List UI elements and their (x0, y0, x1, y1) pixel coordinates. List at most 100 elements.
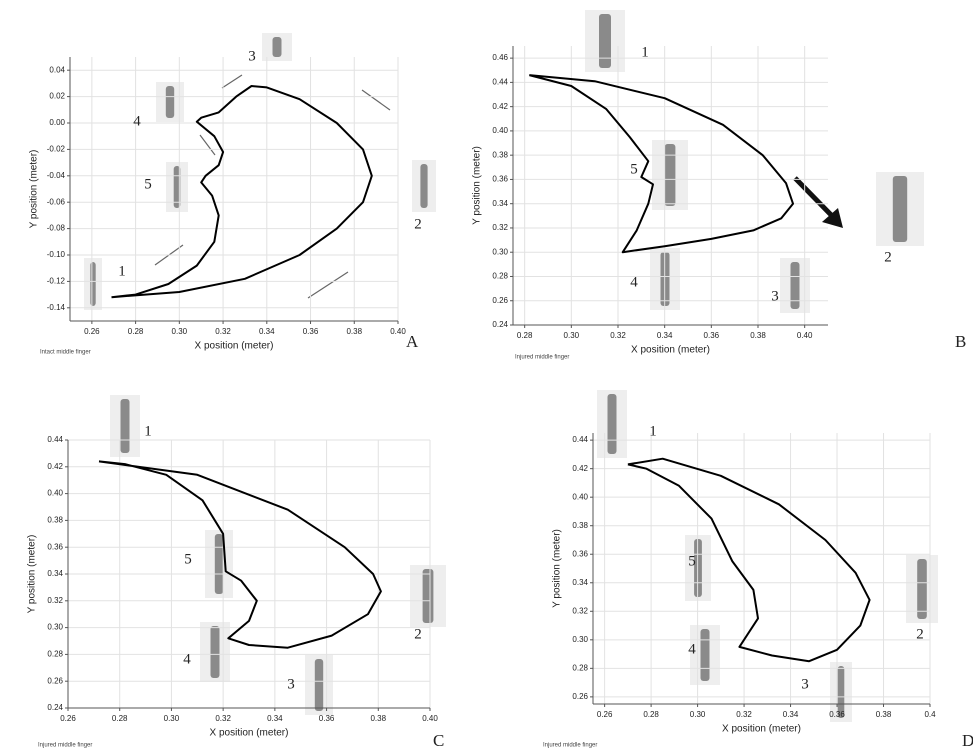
y-tick-label: -0.12 (47, 277, 66, 286)
x-tick-label: 0.34 (783, 710, 799, 719)
x-axis-label: X position (meter) (210, 728, 289, 739)
position-label: 4 (183, 651, 191, 667)
y-tick-label: 0.44 (572, 435, 588, 444)
y-tick-label: 0.28 (47, 650, 63, 659)
finger-shape (700, 629, 710, 681)
position-label: 1 (649, 423, 657, 439)
x-tick-label: 0.30 (690, 710, 706, 719)
arrow (199, 134, 216, 156)
y-tick-label: 0.36 (572, 549, 588, 558)
y-tick-label: 0.40 (572, 492, 588, 501)
position-label: 4 (688, 641, 696, 657)
y-tick-label: 0.04 (49, 65, 65, 74)
x-axis-label: X position (meter) (722, 724, 801, 735)
y-axis-label: Y position (meter) (27, 535, 38, 614)
position-label: 1 (144, 423, 152, 439)
x-axis-label: X position (meter) (195, 341, 274, 352)
y-axis-label: Y position (meter) (552, 529, 563, 608)
y-tick-label: 0.30 (492, 247, 508, 256)
x-tick-label: 0.28 (517, 331, 533, 340)
position-label: 2 (414, 626, 422, 642)
y-tick-label: 0.44 (47, 435, 63, 444)
finger-shape (90, 262, 96, 306)
panel-letter: A (406, 332, 419, 351)
finger-shape (892, 176, 908, 242)
y-tick-label: 0.40 (492, 126, 508, 135)
x-tick-label: 0.36 (319, 714, 335, 723)
x-tick-label: 0.32 (215, 327, 231, 336)
footnote: Injured middle finger (543, 743, 597, 749)
y-tick-label: 0.36 (492, 175, 508, 184)
y-tick-label: 0.34 (492, 199, 508, 208)
x-tick-label: 0.38 (750, 331, 766, 340)
finger-shape (214, 534, 224, 594)
arrow-head (822, 208, 843, 228)
x-tick-label: 0.38 (876, 710, 892, 719)
trajectory (111, 85, 373, 299)
y-tick-label: 0.46 (492, 53, 508, 62)
y-tick-label: 0.32 (572, 606, 588, 615)
y-tick-label: 0.24 (492, 320, 508, 329)
x-tick-label: 0.36 (704, 331, 720, 340)
position-label: 5 (184, 551, 192, 567)
x-tick-label: 0.28 (128, 327, 144, 336)
position-label: 3 (248, 48, 256, 64)
y-tick-label: 0.24 (47, 703, 63, 712)
x-tick-label: 0.40 (390, 327, 406, 336)
y-tick-label: -0.10 (47, 250, 66, 259)
y-tick-label: 0.42 (572, 464, 588, 473)
x-tick-label: 0.32 (215, 714, 231, 723)
direction-arrows (154, 74, 843, 299)
footnote: Injured middle finger (515, 355, 569, 361)
y-tick-label: 0.32 (492, 223, 508, 232)
y-tick-label: 0.00 (49, 118, 65, 127)
y-tick-label: 0.32 (47, 596, 63, 605)
position-label: 1 (118, 263, 126, 279)
x-tick-label: 0.34 (657, 331, 673, 340)
x-tick-label: 0.30 (164, 714, 180, 723)
x-tick-label: 0.26 (597, 710, 613, 719)
trajectory (627, 457, 871, 663)
y-tick-label: 0.38 (572, 521, 588, 530)
x-tick-label: 0.30 (564, 331, 580, 340)
position-label: 3 (771, 288, 779, 304)
finger-shape (272, 37, 282, 57)
x-tick-label: 0.28 (643, 710, 659, 719)
x-tick-label: 0.34 (259, 327, 275, 336)
finger-shape (664, 144, 676, 206)
trajectory (529, 74, 794, 254)
finger-shape (173, 166, 181, 208)
finger-shape (837, 666, 845, 718)
panel-letter: B (955, 332, 966, 351)
finger-shape (422, 569, 434, 623)
finger-shape (314, 659, 324, 711)
y-tick-label: -0.14 (47, 303, 66, 312)
arrow (221, 74, 243, 89)
finger-shape (165, 86, 175, 118)
finger-shape (599, 14, 611, 68)
x-tick-label: 0.40 (797, 331, 813, 340)
x-axis-label: X position (meter) (631, 345, 710, 356)
finger-shape (210, 626, 220, 678)
x-tick-label: 0.30 (172, 327, 188, 336)
x-tick-label: 0.32 (610, 331, 626, 340)
y-tick-label: 0.42 (492, 102, 508, 111)
arrow (307, 271, 349, 299)
position-label: 2 (884, 249, 892, 265)
x-tick-label: 0.36 (829, 710, 845, 719)
x-tick-label: 0.4 (924, 710, 936, 719)
x-tick-label: 0.40 (422, 714, 438, 723)
y-axis-label: Y position (meter) (472, 146, 483, 225)
y-tick-label: 0.30 (47, 623, 63, 632)
finger-shape (790, 262, 800, 309)
x-tick-label: 0.28 (112, 714, 128, 723)
x-tick-label: 0.38 (346, 327, 362, 336)
y-tick-label: 0.26 (492, 296, 508, 305)
trajectory (98, 460, 382, 649)
y-tick-label: 0.34 (572, 578, 588, 587)
position-label: 5 (688, 553, 696, 569)
y-tick-label: 0.38 (47, 516, 63, 525)
y-tick-label: 0.26 (47, 676, 63, 685)
y-tick-label: -0.04 (47, 171, 66, 180)
